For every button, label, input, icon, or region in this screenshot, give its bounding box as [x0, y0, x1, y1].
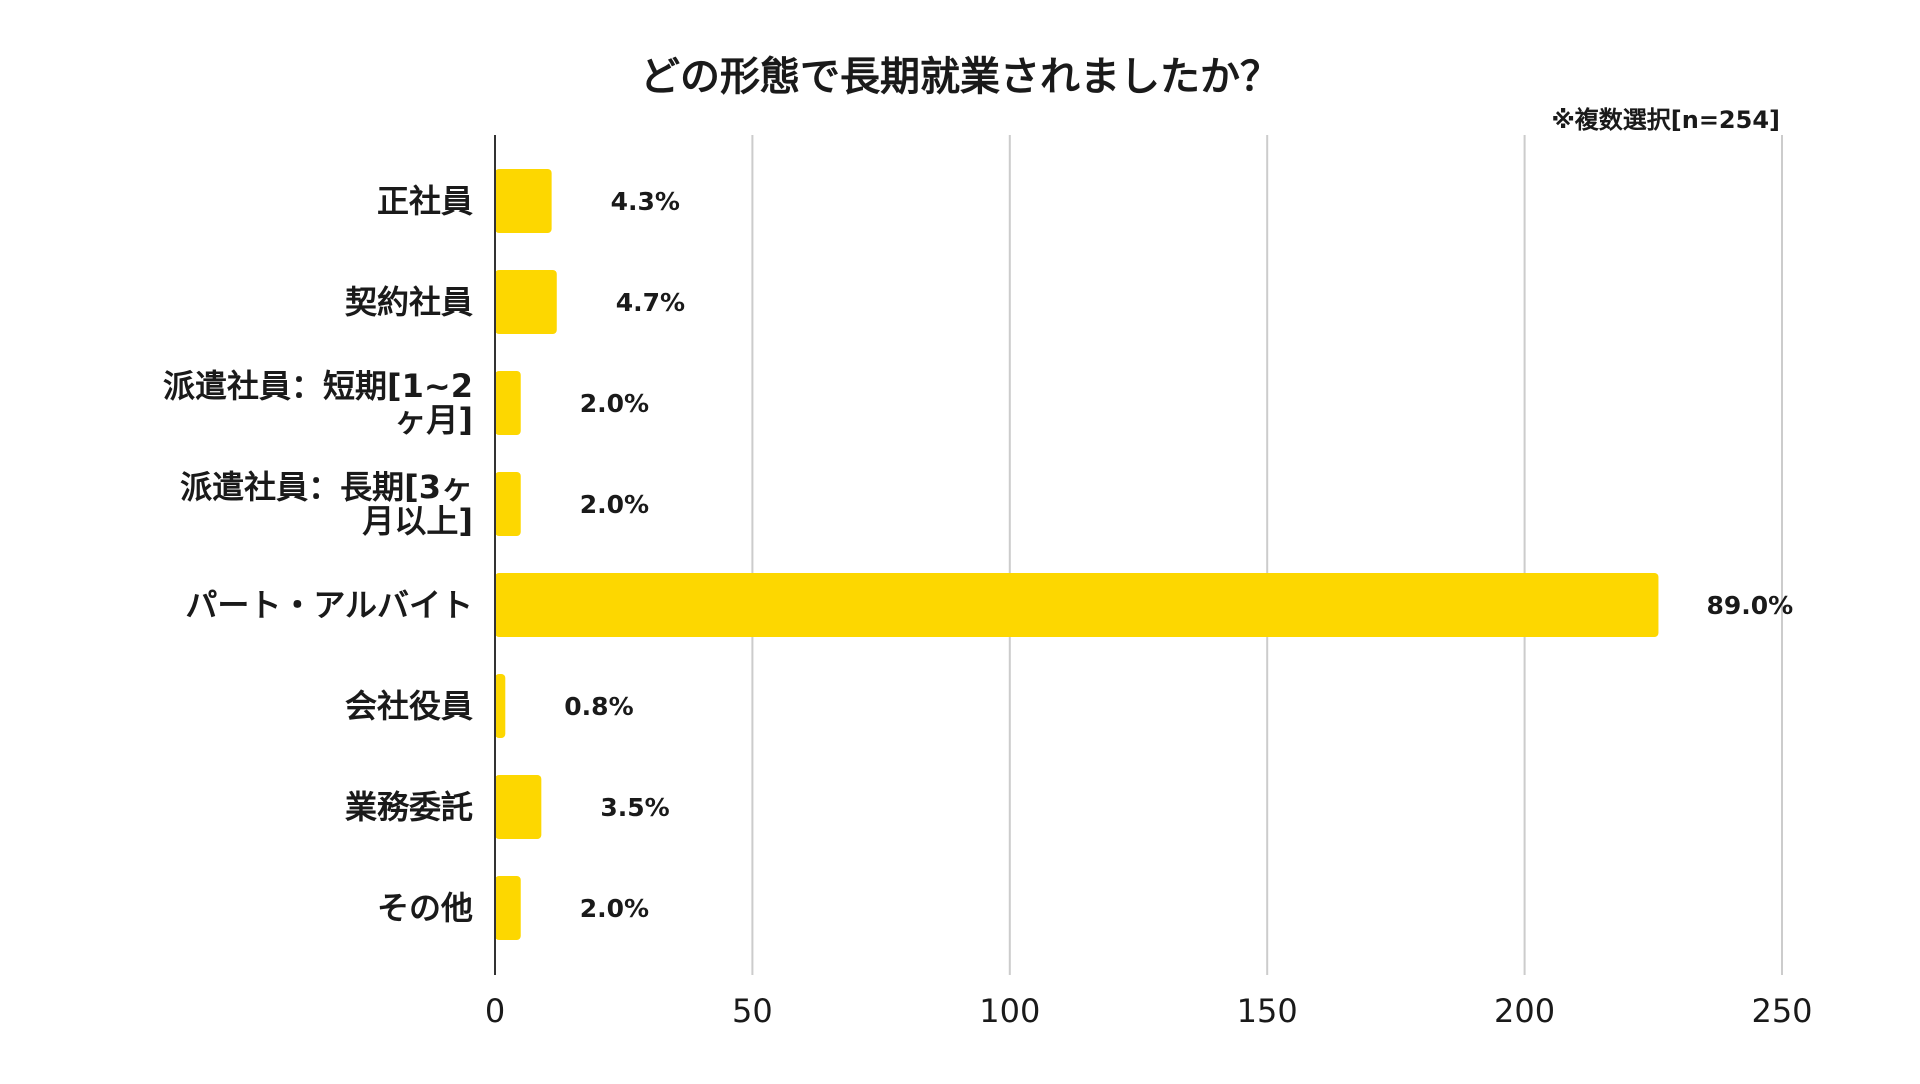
- category-label: 月以上]: [362, 502, 473, 540]
- category-label: パート・アルバイト: [185, 586, 473, 624]
- category-label: 会社役員: [345, 687, 473, 725]
- bar: [495, 573, 1659, 637]
- data-label: 4.7%: [616, 288, 685, 317]
- data-label: 89.0%: [1706, 591, 1793, 620]
- category-label: 正社員: [377, 182, 473, 220]
- x-tick-label: 200: [1494, 992, 1555, 1030]
- bar: [495, 472, 521, 536]
- data-label: 4.3%: [611, 187, 680, 216]
- x-tick-label: 50: [732, 992, 773, 1030]
- data-label: 0.8%: [564, 692, 633, 721]
- category-label: 派遣社員：短期[1~2: [163, 367, 473, 405]
- bar: [495, 270, 557, 334]
- x-tick-label: 0: [485, 992, 505, 1030]
- data-label: 2.0%: [580, 490, 649, 519]
- sample-size-note: ※複数選択[n=254]: [1551, 106, 1780, 134]
- bar: [495, 169, 552, 233]
- bar: [495, 876, 521, 940]
- bar: [495, 775, 542, 839]
- chart-title: どの形態で長期就業されましたか？: [640, 54, 1280, 100]
- data-label: 2.0%: [580, 389, 649, 418]
- category-label: 契約社員: [345, 283, 473, 321]
- labels: 0 50 100 150 200 250 4.3% 正社員 4.7% 契約社員 2.0% 派遣社員：短…: [163, 182, 1813, 1030]
- bars: [495, 169, 1659, 940]
- x-tick-label: 100: [979, 992, 1040, 1030]
- gridlines: [751, 135, 1783, 975]
- category-label: その他: [377, 889, 473, 927]
- x-tick-label: 250: [1751, 992, 1812, 1030]
- data-label: 2.0%: [580, 894, 649, 923]
- bar: [495, 674, 506, 738]
- data-label: 3.5%: [600, 793, 669, 822]
- category-label: ヶ月]: [394, 401, 473, 439]
- category-label: 業務委託: [345, 788, 473, 826]
- x-tick-label: 150: [1237, 992, 1298, 1030]
- category-label: 派遣社員：長期[3ヶ: [180, 468, 473, 506]
- bar: [495, 371, 521, 435]
